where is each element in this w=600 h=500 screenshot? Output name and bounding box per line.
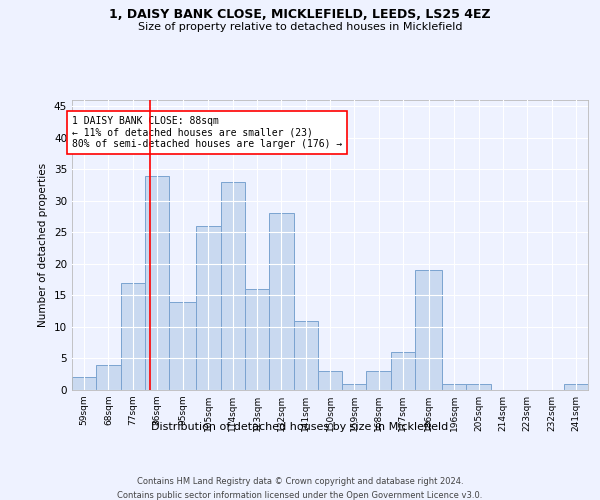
Bar [415, 270, 442, 390]
Bar [169, 302, 196, 390]
Text: Contains HM Land Registry data © Crown copyright and database right 2024.: Contains HM Land Registry data © Crown c… [137, 478, 463, 486]
Bar [442, 384, 466, 390]
Text: 1, DAISY BANK CLOSE, MICKLEFIELD, LEEDS, LS25 4EZ: 1, DAISY BANK CLOSE, MICKLEFIELD, LEEDS,… [109, 8, 491, 20]
Bar [563, 384, 588, 390]
Text: Size of property relative to detached houses in Micklefield: Size of property relative to detached ho… [138, 22, 462, 32]
Bar [221, 182, 245, 390]
Bar [342, 384, 367, 390]
Bar [72, 378, 97, 390]
Y-axis label: Number of detached properties: Number of detached properties [38, 163, 49, 327]
Bar [269, 214, 293, 390]
Bar [97, 365, 121, 390]
Text: Distribution of detached houses by size in Micklefield: Distribution of detached houses by size … [151, 422, 449, 432]
Bar [367, 371, 391, 390]
Bar [145, 176, 169, 390]
Bar [293, 320, 318, 390]
Bar [391, 352, 415, 390]
Bar [196, 226, 221, 390]
Bar [245, 289, 269, 390]
Bar [121, 283, 145, 390]
Text: 1 DAISY BANK CLOSE: 88sqm
← 11% of detached houses are smaller (23)
80% of semi-: 1 DAISY BANK CLOSE: 88sqm ← 11% of detac… [72, 116, 342, 149]
Bar [318, 371, 342, 390]
Text: Contains public sector information licensed under the Open Government Licence v3: Contains public sector information licen… [118, 491, 482, 500]
Bar [466, 384, 491, 390]
